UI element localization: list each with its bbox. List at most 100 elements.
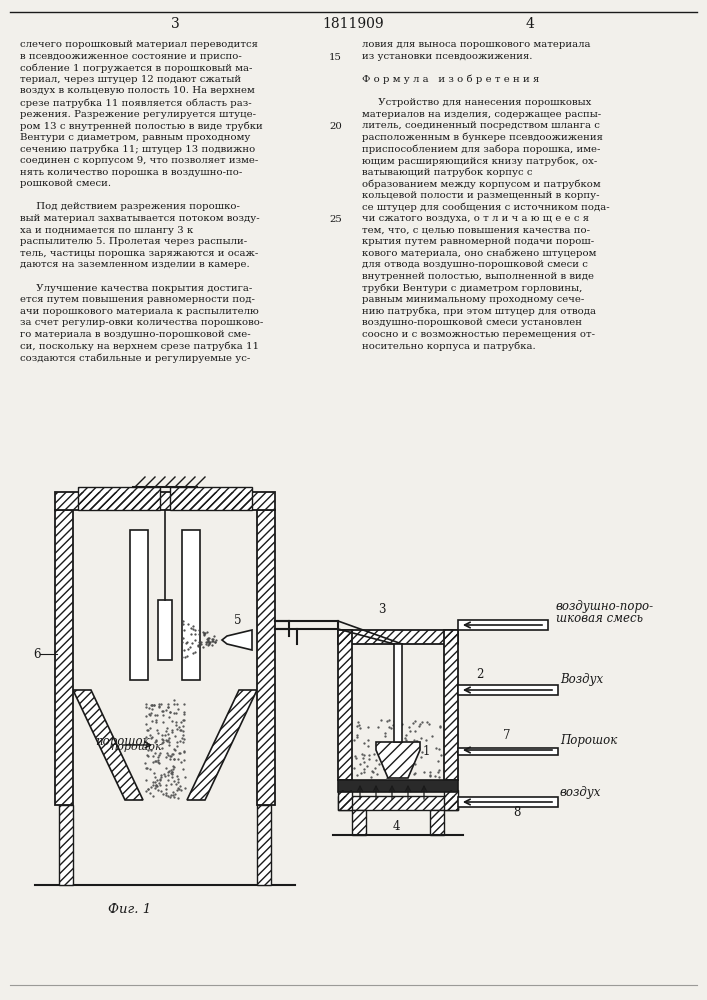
Text: воздух: воздух [560, 786, 602, 799]
Text: кольцевой полости и размещенный в корпу-: кольцевой полости и размещенный в корпу- [362, 191, 600, 200]
Text: порошок: порошок [110, 742, 162, 752]
Text: ющим расширяющийся книзу патрубок, ох-: ющим расширяющийся книзу патрубок, ох- [362, 156, 597, 165]
Bar [338, 796, 458, 810]
Bar [444, 630, 458, 780]
Text: соосно и с возможностью перемещения от-: соосно и с возможностью перемещения от- [362, 330, 595, 339]
Bar [444, 790, 458, 810]
Text: воздух в кольцевую полость 10. На верхнем: воздух в кольцевую полость 10. На верхне… [20, 86, 255, 95]
Bar [338, 630, 352, 780]
Text: се штуцер для сообщения с источником пода-: се штуцер для сообщения с источником под… [362, 202, 609, 212]
Bar [170, 487, 252, 510]
Text: 3: 3 [170, 17, 180, 31]
Bar [444, 790, 458, 810]
Text: рошковой смеси.: рошковой смеси. [20, 179, 111, 188]
Bar [430, 810, 444, 835]
Text: Порошок: Порошок [560, 734, 617, 747]
Text: 5: 5 [234, 614, 242, 627]
Text: нять количество порошка в воздушно-по-: нять количество порошка в воздушно-по- [20, 168, 243, 177]
Text: го материала в воздушно-порошковой сме-: го материала в воздушно-порошковой сме- [20, 330, 250, 339]
Text: из установки псевдоожижения.: из установки псевдоожижения. [362, 52, 532, 61]
Bar [158, 600, 172, 660]
Text: Вентури с диаметром, равным проходному: Вентури с диаметром, равным проходному [20, 133, 250, 142]
Text: 20: 20 [329, 122, 342, 131]
Text: приспособлением для забора порошка, име-: приспособлением для забора порошка, име- [362, 144, 600, 154]
Bar [59, 805, 73, 885]
Text: 4: 4 [393, 820, 400, 833]
Text: распылителю 5. Пролетая через распыли-: распылителю 5. Пролетая через распыли- [20, 237, 247, 246]
Text: 6: 6 [33, 648, 40, 661]
Text: Улучшение качества покрытия достига-: Улучшение качества покрытия достига- [20, 284, 252, 293]
Bar [458, 748, 558, 755]
Text: срезе патрубка 11 появляется область раз-: срезе патрубка 11 появляется область раз… [20, 98, 252, 107]
Bar [338, 630, 458, 644]
Text: ватывающий патрубок корпус с: ватывающий патрубок корпус с [362, 168, 532, 177]
Polygon shape [376, 742, 420, 778]
Text: териал, через штуцер 12 подают сжатый: териал, через штуцер 12 подают сжатый [20, 75, 241, 84]
Bar [458, 620, 548, 630]
Text: трубки Вентури с диаметром горловины,: трубки Вентури с диаметром горловины, [362, 284, 583, 293]
Text: создаются стабильные и регулируемые ус-: создаются стабильные и регулируемые ус- [20, 353, 250, 363]
Text: тем, что, с целью повышения качества по-: тем, что, с целью повышения качества по- [362, 226, 590, 235]
Text: шковая смесь: шковая смесь [556, 612, 643, 625]
Bar [352, 810, 366, 835]
Text: 1811909: 1811909 [322, 17, 384, 31]
Text: за счет регулир­овки количества порошково-: за счет регулир­овки количества порошков… [20, 318, 263, 327]
Text: 7: 7 [503, 729, 510, 742]
Bar [458, 685, 558, 695]
Text: ловия для выноса порошкового материала: ловия для выноса порошкового материала [362, 40, 590, 49]
Text: даются на заземленном изделии в камере.: даются на заземленном изделии в камере. [20, 260, 250, 269]
Text: тель, частицы порошка заряжаются и осаж-: тель, частицы порошка заряжаются и осаж- [20, 249, 258, 258]
Text: носительно корпуса и патрубка.: носительно корпуса и патрубка. [362, 342, 536, 351]
Text: соединен с корпусом 9, что позволяет изме-: соединен с корпусом 9, что позволяет изм… [20, 156, 258, 165]
Text: 4: 4 [525, 17, 534, 31]
Bar [55, 510, 73, 805]
Bar [55, 492, 275, 510]
Polygon shape [222, 630, 252, 650]
Text: 1: 1 [423, 745, 431, 758]
Text: сечению патрубка 11; штуцер 13 подвижно: сечению патрубка 11; штуцер 13 подвижно [20, 144, 255, 154]
Bar [130, 530, 148, 680]
Text: внутренней полостью, выполненной в виде: внутренней полостью, выполненной в виде [362, 272, 594, 281]
Text: воздушно-поро-: воздушно-поро- [556, 600, 654, 613]
Bar [444, 630, 458, 780]
Bar [338, 780, 458, 792]
Text: нию патрубка, при этом штуцер для отвода: нию патрубка, при этом штуцер для отвода [362, 307, 596, 316]
Text: материалов на изделия, содержащее распы-: материалов на изделия, содержащее распы- [362, 110, 601, 119]
Text: ром 13 с внутренней полостью в виде трубки: ром 13 с внутренней полостью в виде труб… [20, 121, 263, 131]
Bar [338, 790, 352, 810]
Bar [338, 630, 458, 644]
Bar [59, 805, 73, 885]
Text: Под действием разрежения порошко-: Под действием разрежения порошко- [20, 202, 240, 211]
Bar [338, 630, 352, 780]
Bar [78, 487, 160, 510]
Text: слечего порошковый материал переводится: слечего порошковый материал переводится [20, 40, 258, 49]
Text: си, поскольку на верхнем срезе патрубка 11: си, поскольку на верхнем срезе патрубка … [20, 342, 259, 351]
Bar [394, 644, 402, 742]
Bar [257, 805, 271, 885]
Bar [338, 796, 458, 810]
Text: расположенным в бункере псевдоожижения: расположенным в бункере псевдоожижения [362, 133, 603, 142]
Bar [257, 510, 275, 805]
Text: Ф о р м у л а   и з о б р е т е н и я: Ф о р м у л а и з о б р е т е н и я [362, 75, 539, 84]
Text: 8: 8 [513, 806, 520, 819]
Polygon shape [187, 690, 257, 800]
Text: кового материала, оно снабжено штуцером: кового материала, оно снабжено штуцером [362, 249, 597, 258]
Text: Фиг. 1: Фиг. 1 [108, 903, 151, 916]
Text: литель, соединенный посредством шланга с: литель, соединенный посредством шланга с [362, 121, 600, 130]
Text: 15: 15 [329, 53, 342, 62]
Text: вый материал захватывается потоком возду-: вый материал захватывается потоком возду… [20, 214, 259, 223]
Bar [257, 510, 275, 805]
Text: образованием между корпусом и патрубком: образованием между корпусом и патрубком [362, 179, 601, 189]
Text: воздушно-порошковой смеси установлен: воздушно-порошковой смеси установлен [362, 318, 582, 327]
Text: крытия путем равномерной подачи порош-: крытия путем равномерной подачи порош- [362, 237, 594, 246]
Bar [78, 487, 160, 510]
Text: Устройство для нанесения порошковых: Устройство для нанесения порошковых [362, 98, 591, 107]
Text: собление 1 погружается в порошковый ма-: собление 1 погружается в порошковый ма- [20, 63, 252, 73]
Bar [170, 487, 252, 510]
Text: чи сжатого воздуха, о т л и ч а ю щ е е с я: чи сжатого воздуха, о т л и ч а ю щ е е … [362, 214, 589, 223]
Bar [55, 492, 275, 510]
Text: 25: 25 [329, 215, 342, 224]
Bar [338, 790, 352, 810]
Text: для отвода воздушно-порошковой смеси с: для отвода воздушно-порошковой смеси с [362, 260, 588, 269]
Text: 2: 2 [476, 668, 484, 681]
